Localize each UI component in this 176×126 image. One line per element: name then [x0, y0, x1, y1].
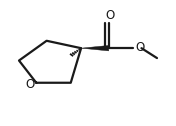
Polygon shape	[81, 45, 109, 51]
Text: O: O	[105, 9, 114, 22]
Text: O: O	[26, 78, 35, 91]
Text: O: O	[136, 41, 145, 54]
